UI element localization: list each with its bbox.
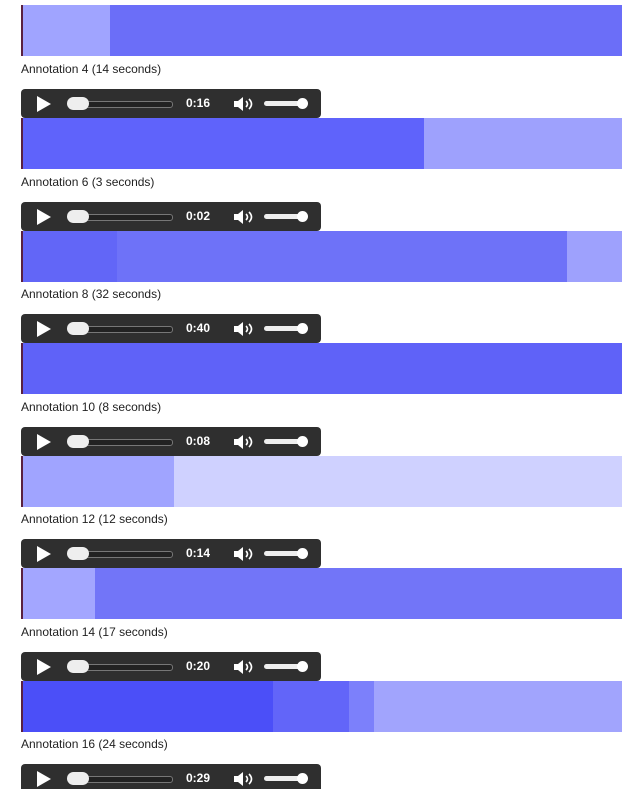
audio-player: 0:08 bbox=[21, 426, 321, 456]
timeline-bar bbox=[21, 568, 622, 619]
volume-knob[interactable] bbox=[297, 435, 308, 447]
audio-player: 0:20 bbox=[21, 651, 321, 681]
play-button[interactable] bbox=[37, 546, 51, 562]
speaker bbox=[234, 659, 253, 674]
segment bbox=[23, 343, 622, 394]
volume-track[interactable] bbox=[264, 776, 304, 781]
volume-knob[interactable] bbox=[297, 323, 308, 334]
annotation-label: Annotation 14 (17 seconds) bbox=[21, 624, 168, 639]
annotation-label: Annotation 12 (12 seconds) bbox=[21, 512, 168, 526]
segment bbox=[23, 5, 110, 56]
timeline-bar bbox=[21, 343, 622, 394]
timeline-bar bbox=[21, 118, 622, 169]
play-button[interactable] bbox=[37, 321, 51, 337]
speaker bbox=[234, 772, 253, 786]
annotation-label: Annotation 8 (32 seconds) bbox=[21, 287, 162, 301]
segment bbox=[23, 231, 117, 282]
volume-icon[interactable] bbox=[233, 547, 255, 566]
volume-track[interactable] bbox=[264, 101, 304, 106]
segment bbox=[173, 456, 622, 507]
volume-track[interactable] bbox=[264, 326, 304, 331]
timeline-bar bbox=[21, 681, 622, 732]
seek-knob[interactable] bbox=[67, 322, 89, 335]
volume-icon[interactable] bbox=[233, 659, 255, 679]
audio-player: 0:16 bbox=[21, 89, 321, 118]
play-button[interactable] bbox=[37, 96, 51, 112]
time-display: 0:40 bbox=[186, 321, 211, 335]
speaker bbox=[234, 547, 253, 561]
timeline-bar bbox=[21, 231, 622, 282]
timeline-bar bbox=[21, 5, 622, 56]
volume-knob[interactable] bbox=[297, 773, 308, 784]
volume-icon[interactable] bbox=[233, 434, 255, 454]
annotation-label: Annotation 16 (24 seconds) bbox=[21, 737, 168, 751]
speaker bbox=[234, 209, 253, 224]
speaker bbox=[234, 434, 253, 449]
segment bbox=[23, 568, 95, 619]
play-button[interactable] bbox=[37, 208, 51, 225]
seek-knob[interactable] bbox=[67, 209, 89, 223]
volume-icon[interactable] bbox=[233, 322, 255, 341]
segment bbox=[116, 231, 568, 282]
time-display: 0:16 bbox=[186, 96, 211, 110]
volume-knob[interactable] bbox=[297, 210, 308, 222]
segment bbox=[23, 456, 174, 507]
audio-player: 0:29 bbox=[21, 764, 321, 789]
time-display: 0:29 bbox=[186, 771, 211, 785]
speaker bbox=[234, 97, 253, 111]
seek-knob[interactable] bbox=[67, 434, 89, 448]
time-display: 0:20 bbox=[186, 658, 211, 673]
annotation-label: Annotation 10 (8 seconds) bbox=[21, 399, 162, 414]
seek-knob[interactable] bbox=[67, 97, 89, 110]
segment bbox=[373, 681, 622, 732]
seek-knob[interactable] bbox=[67, 772, 89, 785]
segment bbox=[23, 681, 274, 732]
timeline-bar bbox=[21, 456, 622, 507]
audio-player: 0:40 bbox=[21, 314, 321, 343]
volume-icon[interactable] bbox=[233, 209, 255, 229]
time-display: 0:14 bbox=[186, 546, 211, 560]
volume-track[interactable] bbox=[264, 438, 304, 444]
audio-player: 0:02 bbox=[21, 201, 321, 231]
segment bbox=[94, 568, 622, 619]
seek-knob[interactable] bbox=[67, 659, 89, 673]
segment bbox=[348, 681, 374, 732]
volume-track[interactable] bbox=[264, 551, 304, 556]
audio-player: 0:14 bbox=[21, 539, 321, 568]
volume-knob[interactable] bbox=[297, 660, 308, 672]
time-display: 0:08 bbox=[186, 433, 211, 448]
segment bbox=[567, 231, 622, 282]
annotation-label: Annotation 4 (14 seconds) bbox=[21, 62, 162, 76]
play-button[interactable] bbox=[37, 771, 51, 787]
volume-icon[interactable] bbox=[233, 772, 255, 789]
play-button[interactable] bbox=[37, 433, 51, 450]
volume-track[interactable] bbox=[264, 213, 304, 219]
volume-icon[interactable] bbox=[233, 97, 255, 116]
time-display: 0:02 bbox=[186, 208, 211, 223]
volume-knob[interactable] bbox=[297, 98, 308, 109]
seek-knob[interactable] bbox=[67, 547, 89, 560]
segment bbox=[273, 681, 349, 732]
volume-track[interactable] bbox=[264, 663, 304, 669]
speaker bbox=[234, 322, 253, 336]
play-button[interactable] bbox=[37, 658, 51, 675]
segment bbox=[423, 118, 622, 169]
segment bbox=[23, 118, 424, 169]
volume-knob[interactable] bbox=[297, 548, 308, 559]
segment bbox=[109, 5, 622, 56]
annotation-label: Annotation 6 (3 seconds) bbox=[21, 174, 155, 189]
